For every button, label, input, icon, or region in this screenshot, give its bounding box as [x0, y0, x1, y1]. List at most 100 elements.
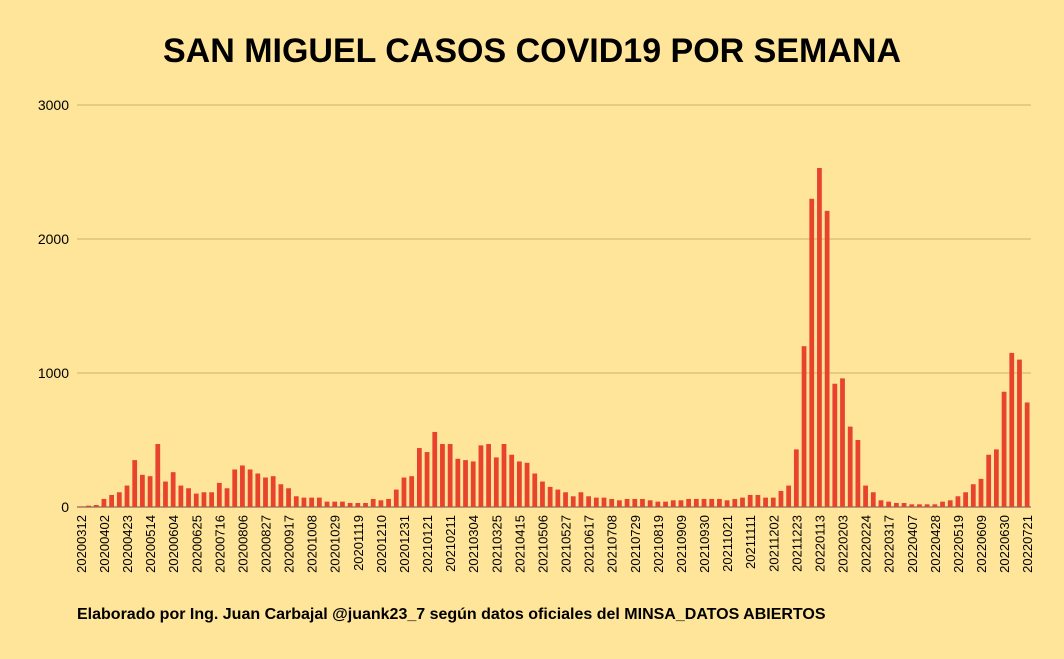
x-tick-label: 20210819	[651, 515, 666, 573]
bar	[186, 488, 191, 507]
bar	[101, 498, 107, 507]
x-tick-label: 20220317	[882, 515, 897, 573]
bar	[470, 461, 476, 507]
bar	[78, 506, 84, 507]
bar	[709, 498, 715, 507]
bar	[986, 454, 992, 507]
bar	[370, 498, 376, 507]
bar	[132, 460, 138, 507]
x-tick-label: 20200917	[282, 515, 297, 573]
y-tick-label: 2000	[38, 231, 69, 247]
bar	[501, 444, 507, 507]
bar	[578, 492, 584, 507]
bar	[670, 500, 676, 507]
bar	[824, 210, 830, 508]
x-tick-label: 20220630	[997, 515, 1012, 573]
bar	[847, 426, 853, 507]
bar	[647, 500, 653, 507]
bar	[424, 452, 430, 507]
bar	[378, 500, 384, 507]
bar	[693, 498, 699, 507]
bar	[917, 504, 922, 507]
y-tick-label: 3000	[38, 97, 69, 113]
x-tick-label: 20210304	[466, 515, 481, 573]
x-tick-label: 20200604	[166, 515, 181, 573]
bar	[763, 497, 768, 507]
bar	[247, 469, 253, 507]
bar	[455, 458, 461, 507]
bar	[116, 492, 122, 507]
bar	[416, 448, 422, 507]
bar	[817, 167, 822, 508]
bar	[724, 500, 730, 507]
bar	[170, 472, 176, 507]
x-tick-label: 20220407	[905, 515, 920, 573]
x-tick-label: 20200827	[258, 515, 273, 573]
x-tick-label: 20210325	[489, 515, 504, 573]
bar	[878, 500, 884, 507]
x-tick-label: 20210909	[674, 515, 689, 573]
bar	[270, 476, 276, 507]
bar	[832, 383, 838, 507]
bar	[570, 496, 576, 507]
bar	[601, 497, 607, 507]
x-tick-label: 20201029	[328, 515, 343, 573]
bar	[701, 498, 707, 507]
x-tick-label: 20211021	[720, 515, 735, 572]
bar	[947, 500, 953, 507]
bar	[316, 497, 322, 507]
bar	[309, 497, 315, 507]
x-tick-label: 20200716	[212, 515, 227, 573]
x-tick-label: 20200402	[97, 515, 112, 573]
x-tick-label: 20220609	[974, 515, 989, 573]
bar	[216, 482, 222, 507]
x-tick-label: 20220113	[812, 515, 827, 572]
bar	[632, 498, 638, 507]
bar	[1024, 402, 1030, 507]
bar	[786, 485, 792, 507]
bar	[686, 498, 692, 507]
bar	[870, 492, 876, 507]
bar	[640, 498, 645, 507]
bar	[801, 346, 807, 507]
bar	[1009, 352, 1015, 507]
bars	[78, 167, 1030, 508]
x-tick-label: 20210506	[535, 515, 550, 573]
bar	[516, 461, 522, 507]
bar	[201, 492, 207, 507]
bar	[586, 496, 592, 507]
bar	[255, 473, 261, 507]
bar	[547, 486, 553, 507]
bar	[140, 474, 145, 507]
bar	[493, 457, 499, 507]
bar	[193, 493, 199, 507]
x-tick-label: 20201008	[305, 515, 320, 573]
bar	[524, 462, 530, 507]
x-tick-label: 20201119	[351, 515, 366, 571]
bar	[124, 485, 130, 507]
bar	[409, 476, 415, 507]
bar	[393, 489, 399, 507]
x-tick-label: 20210415	[512, 515, 527, 573]
x-tick-label: 20220224	[859, 515, 874, 573]
bar	[286, 488, 291, 507]
y-tick-label: 1000	[38, 365, 69, 381]
bar	[740, 497, 745, 507]
x-tick-label: 20220428	[928, 515, 943, 573]
bar	[663, 501, 668, 507]
bar	[386, 498, 391, 507]
bar	[278, 484, 284, 507]
bar	[732, 498, 738, 507]
x-tick-label: 20200514	[143, 515, 158, 573]
source-note: Elaborado por Ing. Juan Carbajal @juank2…	[77, 606, 826, 623]
bar	[963, 492, 968, 507]
bar	[617, 500, 622, 507]
bar	[970, 484, 976, 507]
bar	[855, 440, 861, 507]
x-tick-label: 20201210	[374, 515, 389, 573]
bar	[678, 500, 684, 507]
bar	[924, 504, 930, 507]
bar	[940, 501, 945, 507]
x-tick-label: 20210121	[420, 515, 435, 573]
bar	[809, 198, 815, 508]
